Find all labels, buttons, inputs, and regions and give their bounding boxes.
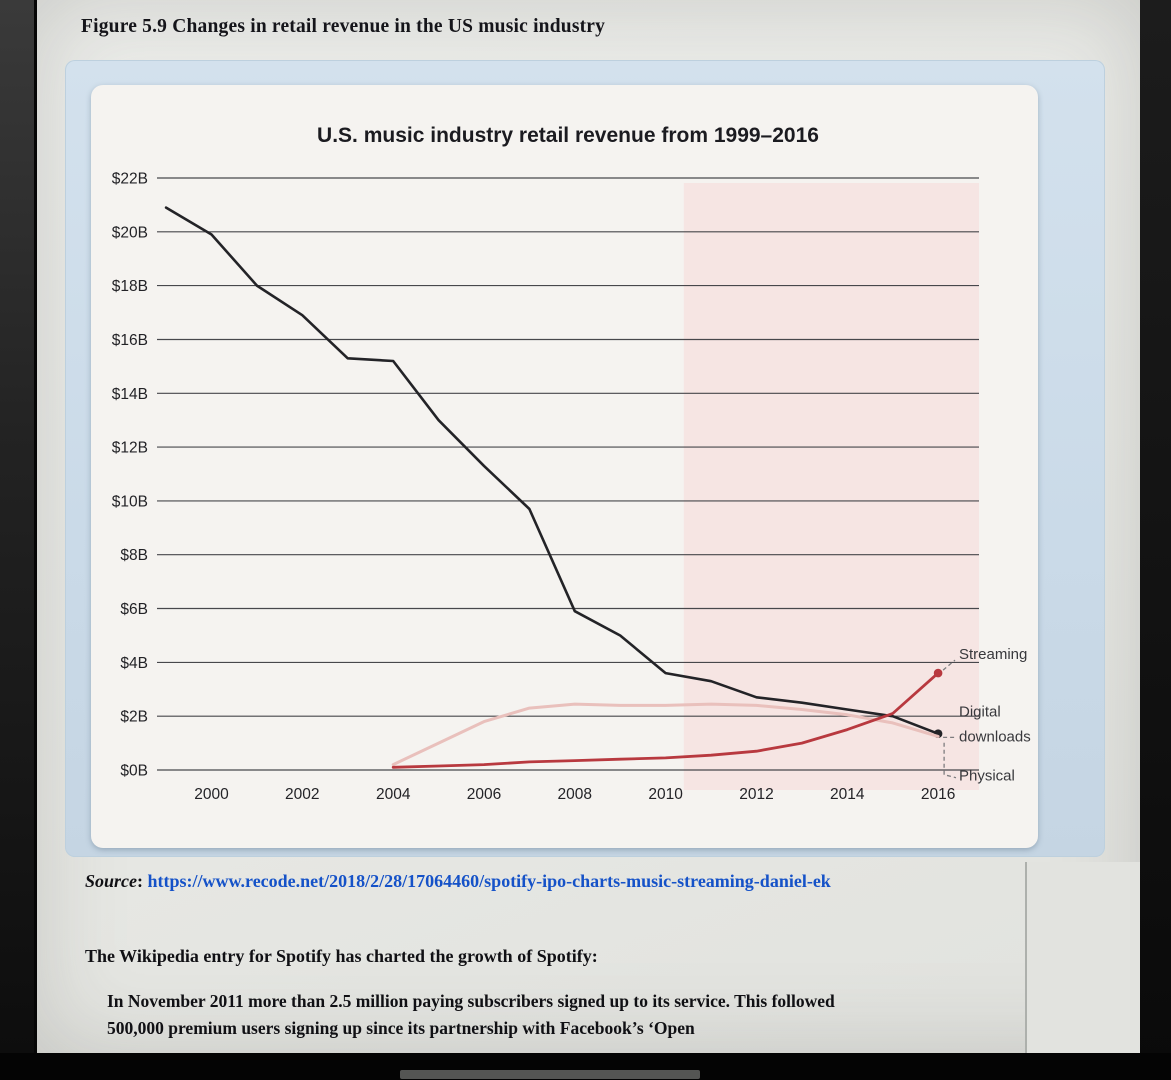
source-line: Source: https://www.recode.net/2018/2/28… [85,868,880,894]
chart-panel: U.S. music industry retail revenue from … [91,85,1038,848]
y-axis-label: $20B [112,224,148,241]
x-axis-label: 2006 [467,786,501,803]
series-line-streaming [391,671,940,769]
source-link[interactable]: https://www.recode.net/2018/2/28/1706446… [147,871,831,891]
legend-label-digital-downloads: downloads [959,728,1031,745]
series-endpoint-streaming [933,668,943,678]
chart-frame: U.S. music industry retail revenue from … [65,60,1105,857]
y-axis-label: $18B [112,278,148,295]
page-right-margin [1025,862,1143,1053]
x-axis-label: 2002 [285,786,319,803]
y-axis-label: $6B [120,601,148,618]
series-line-digital-downloads [391,702,940,767]
x-axis-label: 2008 [558,786,592,803]
y-axis-label: $10B [112,493,148,510]
y-axis-label: $2B [120,709,148,726]
y-axis-label: $22B [112,171,148,188]
figure-caption: Figure 5.9 Changes in retail revenue in … [81,16,606,37]
y-axis-label: $16B [112,332,148,349]
legend-label-digital-downloads: Digital [959,703,1001,720]
legend-label-streaming: Streaming [959,646,1027,663]
screen-bezel-bottom [0,1053,1171,1080]
highlight-region [683,183,979,790]
x-axis-label: 2014 [830,786,865,803]
series-line-physical [164,206,940,736]
document-page: Figure 5.9 Changes in retail revenue in … [34,0,1143,1053]
revenue-chart: U.S. music industry retail revenue from … [112,124,1031,803]
y-axis-label: $14B [112,386,148,403]
screen-bezel-left [0,0,34,1080]
source-separator: : [137,871,148,891]
bezel-highlight [400,1070,700,1079]
x-axis-label: 2010 [648,786,683,803]
x-axis-label: 2000 [194,786,229,803]
y-axis-label: $12B [112,440,148,457]
screen-bezel-right [1140,0,1171,1080]
x-axis-label: 2004 [376,786,411,803]
y-axis-label: $8B [120,547,148,564]
legend-leader-physical [943,742,957,779]
body-paragraph: The Wikipedia entry for Spotify has char… [85,946,598,966]
legend-label-physical: Physical [959,768,1015,785]
quote-paragraph: In November 2011 more than 2.5 million p… [107,991,835,1038]
chart-title: U.S. music industry retail revenue from … [317,124,819,147]
source-label: Source [85,871,138,891]
x-axis-label: 2016 [921,786,955,803]
y-axis-label: $4B [120,655,148,672]
y-axis-label: $0B [120,763,148,780]
x-axis-label: 2012 [739,786,773,803]
legend-leader-streaming [942,659,956,671]
